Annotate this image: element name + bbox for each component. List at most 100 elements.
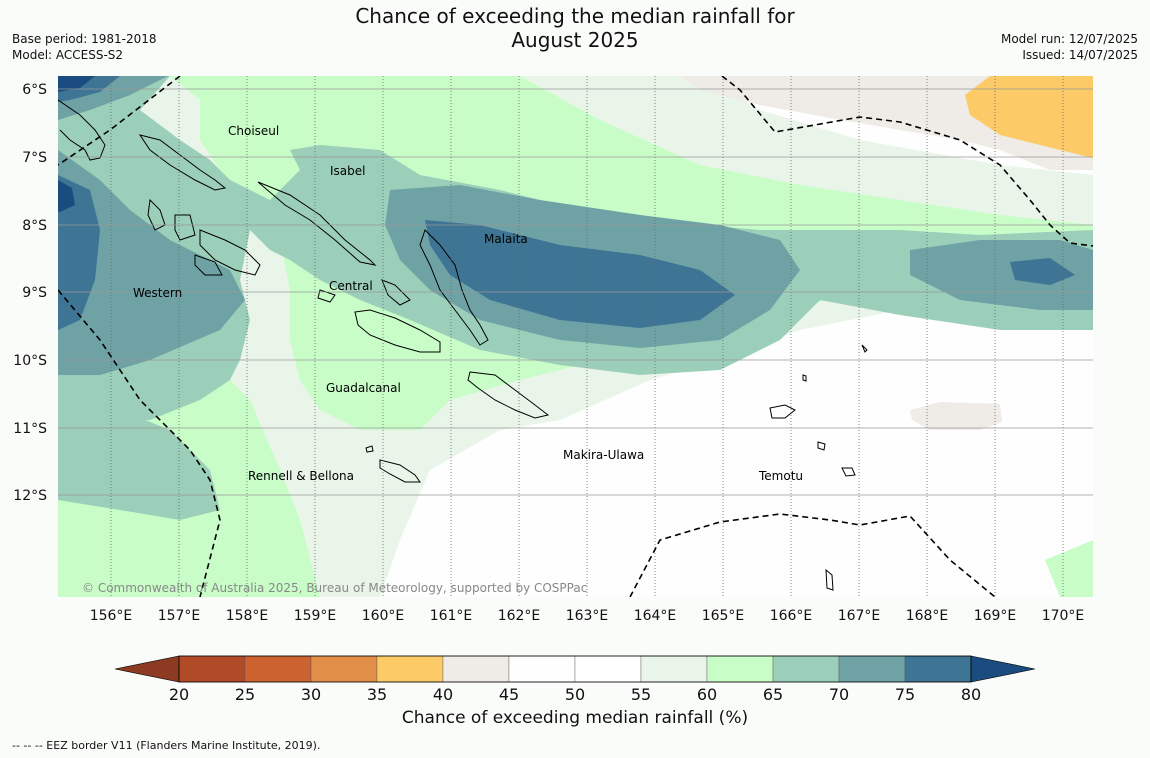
- lon-label: 163°E: [566, 608, 609, 624]
- lon-label: 166°E: [770, 608, 813, 624]
- colorbar-segment: [838, 655, 906, 683]
- isabel-coast: [257, 181, 377, 266]
- model-name: Model: ACCESS-S2: [12, 48, 124, 62]
- place-isabel: Isabel: [330, 164, 365, 178]
- island-western-1: [147, 198, 166, 231]
- zone-35-40-ne: [965, 76, 1093, 158]
- makira-coast: [467, 371, 550, 419]
- lat-label: 7°S: [22, 150, 47, 166]
- colorbar-tick-label: 80: [961, 685, 981, 704]
- lon-label: 160°E: [362, 608, 405, 624]
- colorbar-tick-label: 35: [367, 685, 387, 704]
- place-labels: Choiseul Isabel Malaita Western Central …: [133, 124, 803, 483]
- coastlines: [58, 99, 868, 591]
- bellona-coast: [365, 445, 374, 453]
- colorbar-tick-label: 65: [763, 685, 783, 704]
- zone-40-45-temotu: [910, 402, 1002, 430]
- island-temotu-2: [841, 467, 856, 477]
- lon-label: 165°E: [702, 608, 745, 624]
- lon-label: 162°E: [498, 608, 541, 624]
- longitude-labels: 156°E 157°E 158°E 159°E 160°E 161°E 162°…: [90, 608, 1085, 624]
- colorbar-tick-label: 70: [829, 685, 849, 704]
- colorbar-tick-label: 55: [631, 685, 651, 704]
- issued-date: Issued: 14/07/2025: [1022, 48, 1138, 62]
- colorbar-segment: [574, 655, 642, 683]
- colorbar-extend-low: [114, 655, 180, 683]
- island-temotu-3: [825, 568, 834, 591]
- lon-label: 170°E: [1042, 608, 1085, 624]
- colorbar-segment: [772, 655, 840, 683]
- colorbar-segment: [376, 655, 444, 683]
- map-area: Choiseul Isabel Malaita Western Central …: [58, 76, 1093, 597]
- lon-label: 159°E: [294, 608, 337, 624]
- lon-label: 157°E: [158, 608, 201, 624]
- colorbar-segment: [310, 655, 378, 683]
- colorbar-segment: [640, 655, 708, 683]
- copyright-text: © Commonwealth of Australia 2025, Bureau…: [82, 581, 587, 595]
- colorbar-tick-label: 45: [499, 685, 519, 704]
- chart-title: Chance of exceeding the median rainfall …: [0, 4, 1150, 52]
- latitude-labels: 6°S 7°S 8°S 9°S 10°S 11°S 12°S: [13, 82, 47, 504]
- title-line-1: Chance of exceeding the median rainfall …: [355, 4, 795, 28]
- colorbar-segment: [508, 655, 576, 683]
- island-temotu-4: [802, 374, 807, 382]
- colorbar-segment: [904, 655, 972, 683]
- place-guadalcanal: Guadalcanal: [326, 381, 401, 395]
- island-temotu-5: [861, 344, 868, 353]
- malaita-coast: [419, 229, 489, 346]
- zone-80-west: [58, 180, 75, 212]
- model-info: Base period: 1981-2018 Model: ACCESS-S2: [12, 31, 157, 63]
- run-info: Model run: 12/07/2025 Issued: 14/07/2025: [1001, 31, 1138, 63]
- lon-label: 169°E: [974, 608, 1017, 624]
- place-temotu: Temotu: [758, 469, 803, 483]
- colorbar-tick-label: 40: [433, 685, 453, 704]
- colorbar-segment: [442, 655, 510, 683]
- place-malaita: Malaita: [484, 232, 528, 246]
- island-temotu-1: [817, 441, 826, 451]
- eez-s: [629, 513, 996, 597]
- zone-75-80-east: [1010, 258, 1075, 285]
- eez-w: [58, 289, 221, 597]
- lon-label: 156°E: [90, 608, 133, 624]
- lat-label: 10°S: [13, 353, 47, 369]
- zone-80-nw: [58, 76, 95, 92]
- place-western: Western: [133, 286, 182, 300]
- lat-label: 9°S: [22, 285, 47, 301]
- island-western-3: [194, 254, 223, 276]
- colorbar-label: Chance of exceeding median rainfall (%): [401, 708, 749, 728]
- zone-75-80-malaita: [425, 220, 735, 328]
- new-georgia-coast: [199, 229, 261, 276]
- lon-label: 168°E: [906, 608, 949, 624]
- eez-footnote: -- -- -- EEZ border V11 (Flanders Marine…: [12, 739, 321, 752]
- parallels: [58, 88, 1093, 496]
- lon-label: 167°E: [838, 608, 881, 624]
- lon-label: 164°E: [634, 608, 677, 624]
- zone-75-80-west: [58, 175, 100, 330]
- lat-label: 8°S: [22, 218, 47, 234]
- place-makira-ulawa: Makira-Ulawa: [563, 448, 644, 462]
- rennell-coast: [379, 459, 421, 483]
- colorbar-outline: [178, 655, 972, 683]
- colorbar-tick-label: 50: [565, 685, 585, 704]
- colorbar-tick-label: 75: [895, 685, 915, 704]
- zone-70-75-west: [58, 150, 245, 375]
- place-choiseul: Choiseul: [228, 124, 279, 138]
- island-western-2: [174, 214, 196, 241]
- place-central: Central: [329, 279, 373, 293]
- colorbar-segment: [178, 655, 246, 683]
- choiseul-coast: [138, 134, 227, 191]
- island-central-2: [381, 279, 411, 306]
- island-central-1: [317, 289, 336, 303]
- lat-label: 6°S: [22, 82, 47, 98]
- colorbar-tick-label: 60: [697, 685, 717, 704]
- colorbar-segment: [244, 655, 312, 683]
- lat-label: 12°S: [13, 488, 47, 504]
- guadalcanal-coast: [354, 309, 441, 353]
- lon-label: 161°E: [430, 608, 473, 624]
- zone-65-70-south: [58, 400, 220, 520]
- colorbar-tick-label: 20: [169, 685, 189, 704]
- place-rennell-bellona: Rennell & Bellona: [248, 469, 354, 483]
- lon-label: 158°E: [226, 608, 269, 624]
- base-period: Base period: 1981-2018: [12, 32, 157, 46]
